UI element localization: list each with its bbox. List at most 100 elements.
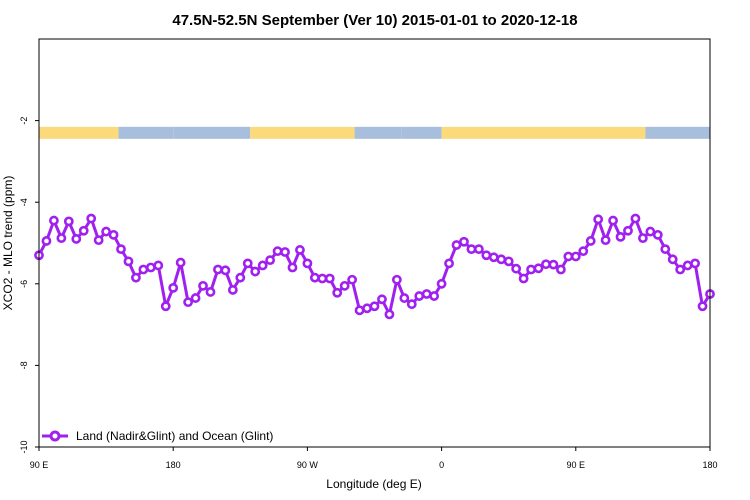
data-point (675, 264, 686, 275)
data-point (332, 287, 343, 298)
x-tick-label: 90 W (297, 460, 319, 470)
data-point (242, 258, 253, 269)
data-point (548, 259, 559, 270)
y-tick-label: -8 (19, 361, 29, 369)
data-point (183, 297, 194, 308)
x-tick-label: 90 E (30, 460, 49, 470)
data-point (593, 214, 604, 225)
data-point (354, 305, 365, 316)
surface-band-segment-land (39, 126, 119, 139)
data-point (623, 225, 633, 236)
data-point (615, 231, 626, 242)
data-point (101, 226, 111, 237)
data-point (690, 258, 700, 269)
data-point (399, 293, 410, 303)
surface-type-band (39, 126, 710, 139)
data-point (63, 216, 74, 227)
x-tick-label: 0 (439, 460, 444, 470)
data-point (667, 254, 678, 265)
data-point (71, 234, 82, 244)
legend: Land (Nadir&Glint) and Ocean (Glint) (42, 429, 273, 443)
surface-band-segment-ocean (354, 126, 402, 139)
data-point (302, 258, 313, 269)
legend-marker (49, 430, 61, 442)
data-point (93, 235, 104, 246)
data-point (511, 263, 522, 274)
data-point (384, 309, 395, 320)
data-point (362, 303, 372, 314)
data-point (585, 236, 596, 246)
data-point (250, 266, 261, 277)
data-point (56, 233, 67, 244)
data-point (555, 264, 566, 275)
data-point (652, 229, 663, 240)
data-point (682, 260, 693, 271)
data-point (414, 291, 425, 301)
data-point (235, 272, 246, 283)
x-axis-title: Longitude (deg E) (326, 477, 421, 491)
data-point (533, 263, 544, 274)
surface-band-segment-land (250, 126, 355, 139)
data-point (145, 262, 156, 273)
data-point (473, 244, 484, 255)
data-point (317, 273, 328, 284)
surface-band-segment-ocean (118, 126, 174, 139)
data-point (175, 257, 186, 268)
y-axis: -10 -8 -6 -4 -2 (19, 117, 39, 454)
data-point (406, 299, 417, 310)
data-point (339, 280, 350, 291)
data-point (503, 256, 514, 267)
data-point (123, 256, 134, 267)
surface-band-segment-land (441, 126, 450, 139)
data-point (265, 255, 276, 266)
data-point (190, 293, 201, 303)
data-point (287, 262, 298, 273)
x-axis: 90 E 180 90 W 0 90 E 180 (30, 447, 718, 470)
data-point (645, 226, 656, 237)
data-point (436, 278, 447, 289)
data-point (570, 251, 581, 262)
data-point (496, 254, 507, 265)
data-point (563, 251, 574, 262)
data-point (451, 240, 462, 250)
data-point (272, 246, 283, 257)
x-tick-label: 180 (166, 460, 181, 470)
data-point (526, 264, 536, 275)
data-point (280, 247, 290, 257)
data-point (131, 272, 141, 283)
data-point (421, 289, 432, 299)
y-tick-label: -10 (19, 440, 29, 453)
series-layer (34, 213, 715, 320)
data-point (86, 213, 97, 224)
data-point (153, 260, 164, 271)
y-axis-title: XCO2 - MLO trend (ppm) (1, 176, 15, 311)
data-point (78, 225, 89, 236)
data-point (697, 301, 708, 312)
surface-band-segment-ocean (401, 126, 442, 139)
x-tick-label: 180 (702, 460, 717, 470)
legend-label: Land (Nadir&Glint) and Ocean (Glint) (76, 429, 273, 443)
data-point (213, 264, 223, 275)
y-tick-label: -4 (19, 198, 29, 206)
surface-band-segment-land (449, 126, 646, 139)
surface-band-segment-ocean (173, 126, 251, 139)
data-point (49, 215, 59, 226)
data-point (578, 246, 589, 257)
data-point (488, 252, 499, 263)
data-point (638, 233, 648, 244)
y-tick-label: -2 (19, 117, 29, 125)
data-point (630, 213, 641, 224)
data-point (116, 244, 126, 255)
data-point (600, 235, 611, 246)
data-point (309, 272, 320, 283)
data-point (347, 274, 358, 285)
data-point (466, 244, 477, 255)
data-point (168, 282, 179, 293)
data-point (41, 236, 52, 246)
data-point (220, 265, 231, 276)
data-point (295, 245, 305, 255)
data-point (205, 287, 216, 297)
data-point (198, 280, 208, 291)
data-point (227, 285, 238, 295)
